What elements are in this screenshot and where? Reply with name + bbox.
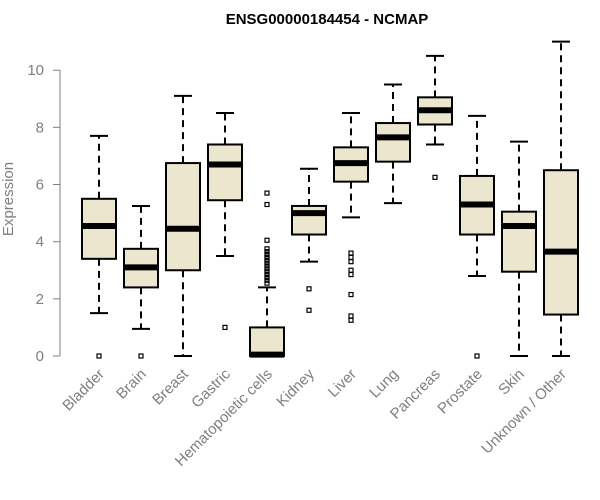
iqr-box (165, 162, 201, 272)
outlier-point (474, 353, 480, 359)
outlier-point (96, 353, 102, 359)
outlier-point (306, 286, 312, 292)
outlier-point (264, 246, 270, 252)
outlier-point (264, 254, 270, 260)
outlier-point (264, 271, 270, 278)
outlier-point (348, 291, 354, 298)
x-tick-label: Skin (495, 366, 528, 399)
x-tick-label: Brain (113, 366, 150, 403)
chart-title: ENSG00000184454 - NCMAP (226, 11, 429, 28)
outlier-point (264, 251, 270, 258)
x-tick-label: Kidney (273, 365, 318, 410)
outlier-point (264, 260, 270, 266)
boxes (81, 40, 579, 359)
box-unknown-other (543, 40, 579, 357)
y-tick-label: 4 (36, 234, 44, 251)
iqr-box (375, 122, 411, 163)
y-axis-label: Expression (0, 162, 17, 236)
outlier-point (264, 277, 270, 283)
outlier-point (264, 266, 270, 272)
outlier-point (264, 269, 270, 275)
outlier-point (222, 324, 228, 331)
outlier-point (264, 249, 270, 255)
box-gastric (207, 112, 243, 331)
iqr-box (501, 210, 537, 273)
box-pancreas (417, 54, 453, 180)
y-axis: 0 2 4 6 8 10 (27, 62, 61, 365)
x-tick-label: Lung (366, 366, 402, 402)
x-tick-label: Breast (149, 365, 192, 408)
y-tick-label: 2 (36, 291, 44, 308)
outlier-point (348, 317, 354, 323)
x-tick-label: Liver (325, 366, 360, 401)
outlier-point (306, 307, 312, 313)
outlier-point (348, 254, 354, 260)
box-prostate (459, 114, 495, 359)
iqr-box (207, 143, 243, 202)
outlier-point (432, 174, 438, 180)
outlier-point (264, 280, 270, 286)
outlier-point (348, 271, 354, 278)
iqr-box (543, 169, 579, 316)
box-hematopoietic-cells (249, 190, 285, 358)
outlier-point (264, 190, 270, 196)
x-tick-label: Prostate (434, 366, 486, 418)
box-brain (123, 204, 159, 359)
box-liver (333, 112, 369, 323)
outlier-point (264, 201, 270, 208)
outlier-point (264, 237, 270, 243)
box-lung (375, 83, 411, 205)
box-skin (501, 140, 537, 357)
outlier-point (138, 353, 144, 359)
x-tick-label: Bladder (59, 366, 108, 415)
box-kidney (291, 167, 327, 313)
y-tick-label: 8 (36, 119, 44, 136)
outlier-point (264, 274, 270, 280)
y-tick-label: 0 (36, 348, 44, 365)
box-bladder (81, 134, 117, 359)
outlier-point (348, 250, 354, 256)
y-tick-label: 10 (27, 62, 44, 79)
outlier-point (348, 267, 354, 273)
y-tick-label: 6 (36, 177, 44, 194)
outlier-point (348, 259, 354, 265)
outlier-point (264, 263, 270, 269)
box-breast (165, 94, 201, 357)
outlier-point (264, 257, 270, 263)
outlier-point (348, 313, 354, 319)
